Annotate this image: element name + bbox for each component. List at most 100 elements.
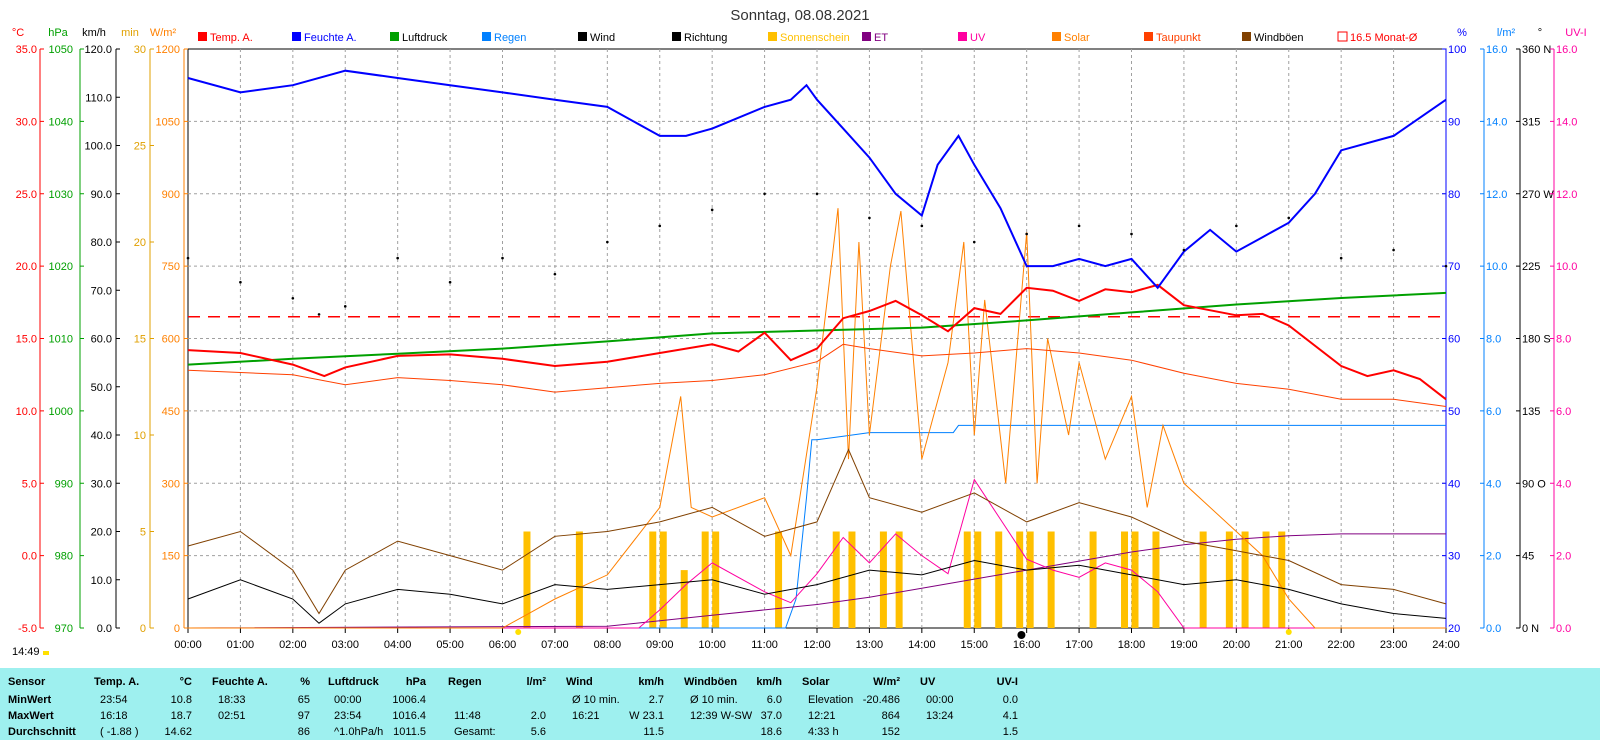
- direction-point: [815, 192, 819, 196]
- table-header-label: Wind: [566, 676, 593, 688]
- axis-tick-label-pressure: 1030: [49, 189, 73, 201]
- table-header-label: Regen: [448, 676, 482, 688]
- axis-tick-label-uv: 12.0: [1556, 189, 1577, 201]
- x-tick-label: 16:00: [1013, 639, 1041, 651]
- direction-point: [186, 256, 190, 260]
- axis-tick-label-humidity: 40: [1448, 478, 1460, 490]
- x-tick-label: 08:00: [594, 639, 622, 651]
- table-header-unit: hPa: [405, 676, 426, 688]
- table-cell-value: 5.6: [530, 726, 546, 738]
- series-feuchte-a-: [187, 69, 1447, 290]
- axis-tick-label-direction: 315: [1522, 116, 1540, 128]
- legend-swatch: [198, 32, 207, 41]
- table-header-label: Windböen: [684, 676, 738, 688]
- sunshine-bar: [712, 531, 720, 628]
- axis-tick-label-rain: 12.0: [1486, 189, 1507, 201]
- table-cell-value: 18.7: [170, 710, 192, 722]
- sunshine-bar: [1047, 531, 1055, 628]
- table-header-unit: km/h: [638, 676, 664, 688]
- axis-tick-label-humidity: 90: [1448, 116, 1460, 128]
- direction-point: [239, 280, 242, 284]
- table-cell-value: 2.7: [648, 694, 664, 706]
- table-cell-value: 1016.4: [392, 710, 426, 722]
- table-cell-value: 14.62: [164, 726, 192, 738]
- legend-label: 16.5 Monat-Ø: [1350, 32, 1418, 44]
- direction-point: [291, 296, 295, 300]
- direction-point: [553, 272, 557, 276]
- x-tick-label: 05:00: [436, 639, 464, 651]
- series-temp-a-: [187, 283, 1447, 401]
- sunshine-bar: [1225, 531, 1233, 628]
- axis-tick-label-wind: 100.0: [84, 141, 112, 153]
- legend-swatch: [482, 32, 491, 41]
- direction-point: [1130, 232, 1133, 236]
- axis-tick-label-pressure: 1050: [49, 44, 73, 56]
- sunshine-bar: [575, 531, 583, 628]
- legend-swatch: [672, 32, 681, 41]
- table-header-unit: UV-I: [996, 676, 1018, 688]
- legend-label: Taupunkt: [1156, 32, 1201, 44]
- direction-point: [1077, 224, 1081, 228]
- axis-tick-label-solar: 450: [162, 406, 180, 418]
- table-row-label: Durchschnitt: [8, 726, 76, 738]
- axis-tick-label-wind: 10.0: [91, 575, 112, 587]
- axis-tick-label-uv: 0.0: [1556, 623, 1571, 635]
- axis-tick-label-pressure: 990: [55, 478, 73, 490]
- x-tick-label: 20:00: [1223, 639, 1251, 651]
- legend-label: Wind: [590, 32, 615, 44]
- table-cell-sub: 4:33 h: [808, 726, 839, 738]
- table-cell-sub: 16:21: [572, 710, 600, 722]
- x-tick-label: 17:00: [1065, 639, 1093, 651]
- x-tick-label: 01:00: [227, 639, 255, 651]
- sunshine-bar: [1089, 531, 1097, 628]
- direction-point: [501, 256, 504, 260]
- axis-unit-pressure: hPa: [48, 27, 68, 39]
- sunshine-bar: [974, 531, 982, 628]
- direction-point: [920, 224, 924, 228]
- axis-tick-label-temp: 5.0: [22, 478, 37, 490]
- legend-label: Solar: [1064, 32, 1090, 44]
- axis-tick-label-rain: 2.0: [1486, 551, 1501, 563]
- table-cell-value: 0.0: [1002, 694, 1018, 706]
- table-cell-sub: 00:00: [926, 694, 954, 706]
- axis-tick-label-rain: 14.0: [1486, 116, 1507, 128]
- axis-tick-label-humidity: 100: [1448, 44, 1466, 56]
- axis-tick-label-temp: 30.0: [16, 116, 37, 128]
- direction-point: [317, 313, 321, 316]
- legend-label: Luftdruck: [402, 32, 448, 44]
- x-tick-label: 07:00: [541, 639, 569, 651]
- axis-tick-label-direction: 225: [1522, 261, 1540, 273]
- x-tick-label: 24:00: [1432, 639, 1460, 651]
- table-cell-value: 1011.5: [393, 726, 426, 738]
- weather-chart: Sonntag, 08.08.2021 Temp. A. Feuchte A. Luf…: [12, 7, 1587, 651]
- axis-tick-label-wind: 50.0: [91, 382, 112, 394]
- x-tick-label: 21:00: [1275, 639, 1303, 651]
- table-header-label: Luftdruck: [328, 676, 379, 688]
- table-cell-sub: 23:54: [334, 710, 362, 722]
- table-cell-sub: 13:24: [926, 710, 954, 722]
- axis-tick-label-solar: 1050: [156, 116, 180, 128]
- table-header-unit: W/m²: [873, 676, 900, 688]
- sunshine-bar: [1121, 531, 1129, 628]
- axis-tick-label-humidity: 20: [1448, 623, 1460, 635]
- summary-table: Sensor Temp. A. °C Feuchte A.% Luftdruck hPa R…: [0, 668, 1600, 740]
- table-cell-sub: ( -1.88 ): [100, 726, 139, 738]
- series-windb-en: [187, 448, 1447, 615]
- series-et: [187, 533, 1446, 629]
- table-header-unit: l/m²: [526, 676, 546, 688]
- axis-tick-label-wind: 80.0: [91, 237, 112, 249]
- legend-label: Regen: [494, 32, 526, 44]
- legend-label: UV: [970, 32, 986, 44]
- axis-tick-label-solar: 0: [174, 623, 180, 635]
- sunshine-bar: [1241, 531, 1249, 628]
- x-tick-label: 04:00: [384, 639, 412, 651]
- axis-tick-label-uv: 4.0: [1556, 478, 1571, 490]
- table-cell-sub: 12:21: [808, 710, 836, 722]
- axis-tick-label-sunmin: 0: [140, 623, 146, 635]
- moon-icon: [1017, 631, 1026, 639]
- axis-tick-label-direction: 270 W: [1522, 189, 1554, 201]
- table-cell-value: 152: [881, 726, 900, 738]
- sunshine-bar: [848, 531, 856, 628]
- axis-tick-label-solar: 300: [162, 478, 180, 490]
- axis-tick-label-temp: 0.0: [22, 551, 37, 563]
